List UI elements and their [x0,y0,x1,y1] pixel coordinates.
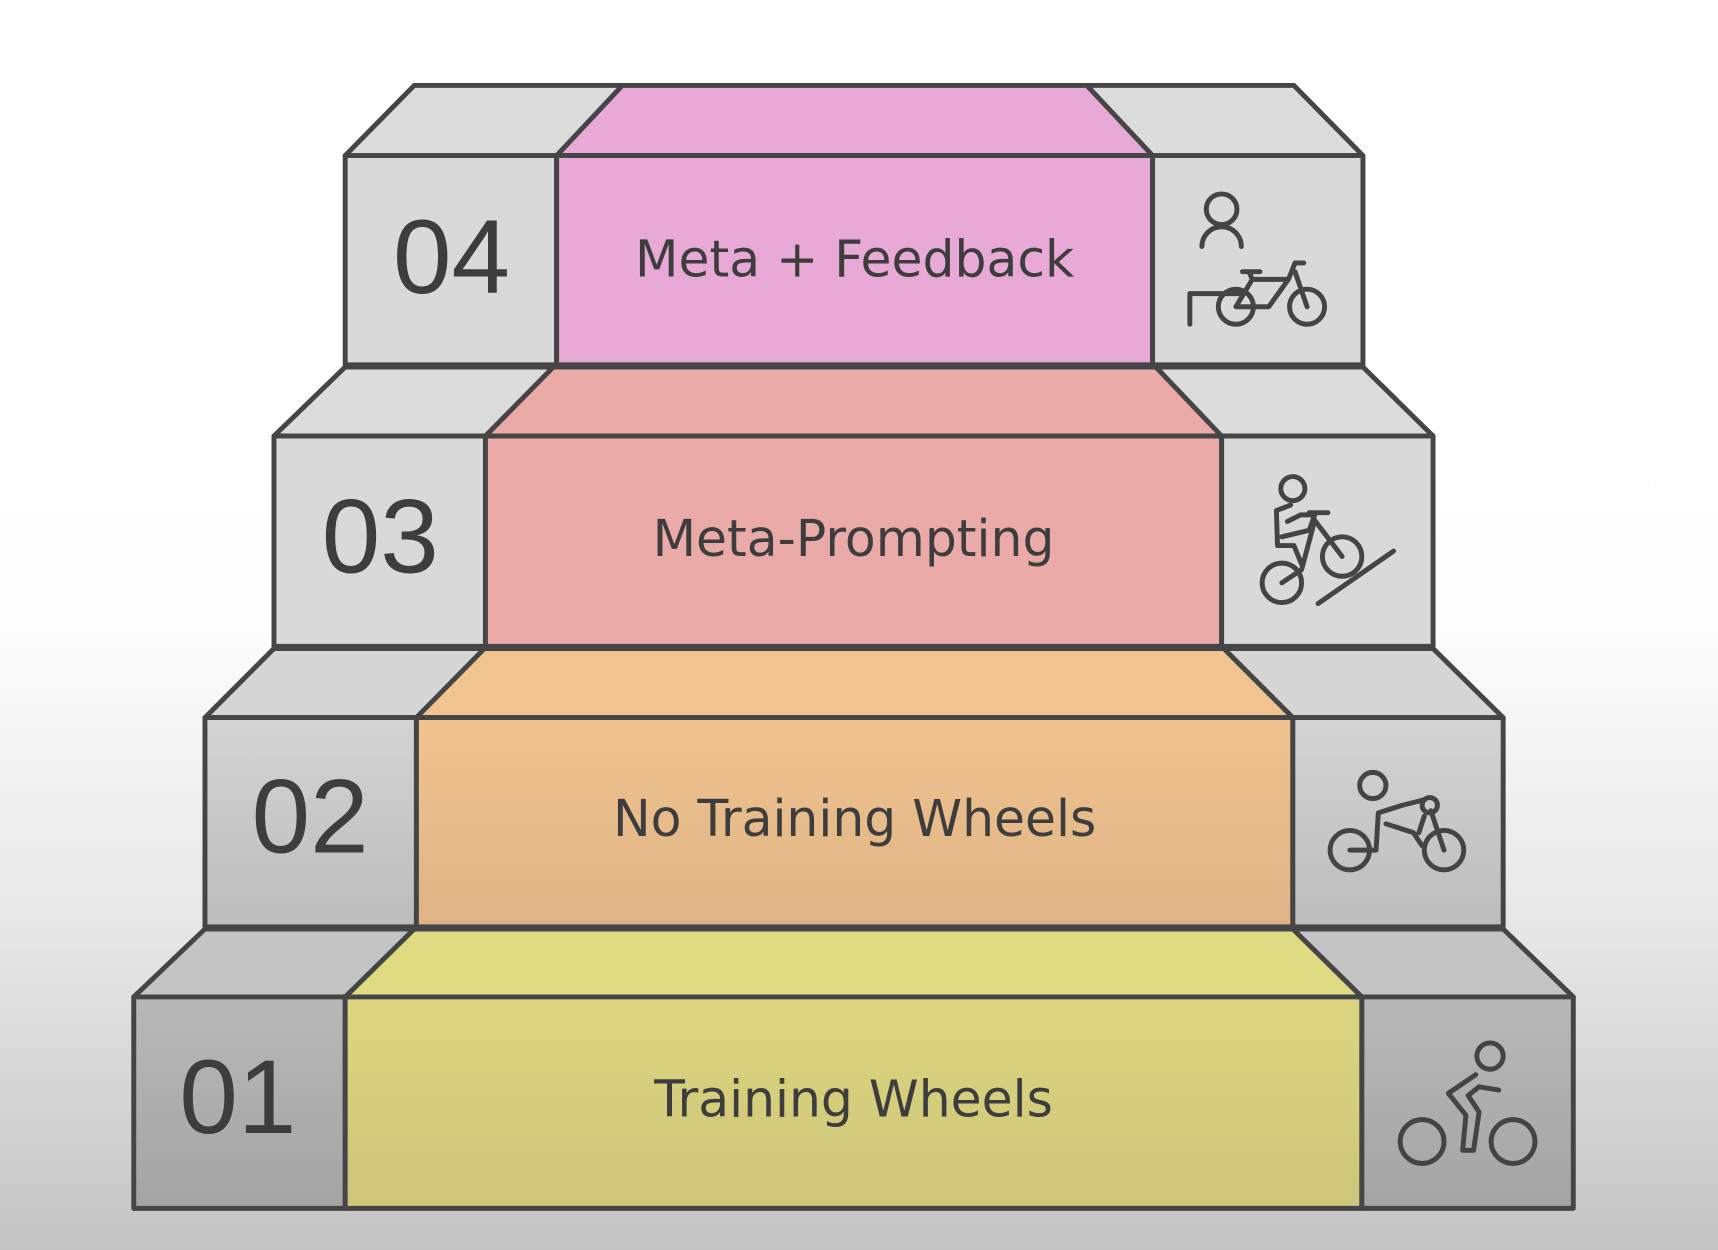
step-03-number: 03 [322,478,439,595]
step-01-icon-box [1359,994,1576,1211]
step-02-top-color [413,646,1296,721]
step-01-top-color [342,926,1365,1000]
step-02-icon-box [1290,715,1506,930]
racing-cyclist-icon [1327,769,1467,873]
step-02-label: No Training Wheels [613,789,1096,848]
step-03-top-color [482,364,1225,439]
step-02: 02 No Training Wheels [202,646,1506,930]
step-04-label: Meta + Feedback [635,229,1075,288]
step-01-number-box [131,994,348,1211]
uphill-cyclist-icon [1259,474,1397,607]
instructor-bicycle-icon [1187,191,1328,327]
step-01-label-box [342,994,1365,1211]
step-03: 03 Meta-Prompting [271,364,1436,649]
step-04-number: 04 [393,199,510,316]
step-03-label: Meta-Prompting [653,509,1055,568]
step-02-label-box [413,715,1296,930]
step-01-number: 01 [179,1039,296,1156]
step-04-icon-box [1150,153,1366,368]
step-01: 01 Training Wheels [131,926,1576,1211]
cyclist-icon [1397,1040,1538,1166]
step-02-number: 02 [252,759,369,876]
step-03-icon-box [1219,433,1436,649]
step-04: 04 Meta + Feedback [342,82,1366,368]
step-03-number-box [271,433,488,649]
step-01-label: Training Wheels [653,1070,1053,1129]
step-04-top-color [554,82,1156,159]
